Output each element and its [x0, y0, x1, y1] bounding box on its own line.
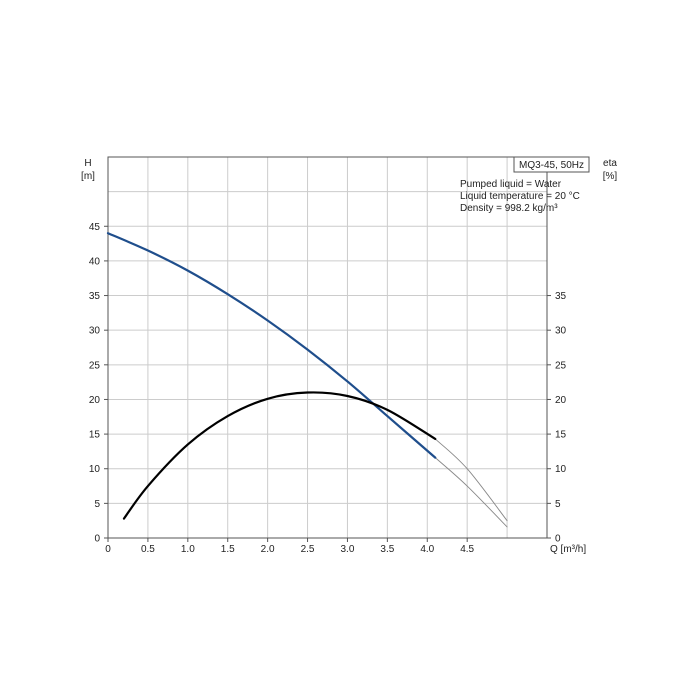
- left-axis-label: H: [84, 158, 91, 169]
- left-tick-label: 20: [89, 395, 101, 406]
- x-tick-label: 4.5: [460, 544, 474, 555]
- right-tick-label: 25: [555, 360, 567, 371]
- title-box: [513, 156, 590, 173]
- left-tick-label: 10: [89, 464, 101, 475]
- plot-frame: [107, 156, 548, 539]
- right-axis-label: eta: [603, 158, 617, 169]
- x-tick-label: 0.5: [141, 544, 155, 555]
- left-axis-unit: [m]: [81, 171, 95, 182]
- left-tick-label: 25: [89, 360, 101, 371]
- left-axis-ticks: 0 5 10 15 20 25 30 35 40 45: [89, 222, 108, 545]
- right-tick-label: 0: [555, 534, 561, 545]
- x-tick-label: 2.5: [301, 544, 315, 555]
- x-tick-label: 1.0: [181, 544, 195, 555]
- x-tick-label: 1.5: [221, 544, 235, 555]
- left-tick-label: 15: [89, 430, 101, 441]
- right-axis-unit: [%]: [603, 171, 618, 182]
- right-tick-label: 15: [555, 430, 567, 441]
- series-line-eta-extension: [434, 438, 508, 522]
- x-tick-label: 3.0: [341, 544, 355, 555]
- right-axis-ticks: 0 5 10 15 20 25 30 35: [547, 291, 567, 545]
- series-line-eta: [122, 391, 437, 520]
- x-tick-label: 2.0: [261, 544, 275, 555]
- right-tick-label: 5: [555, 499, 561, 510]
- series-layer: [106, 232, 508, 528]
- left-tick-label: 45: [89, 222, 101, 233]
- series-line-h-extension: [434, 457, 508, 528]
- x-axis-label: Q [m³/h]: [550, 544, 586, 555]
- x-tick-label: 0: [105, 544, 111, 555]
- left-tick-label: 30: [89, 326, 101, 337]
- left-tick-label: 0: [94, 534, 100, 545]
- right-tick-label: 10: [555, 464, 567, 475]
- right-tick-label: 30: [555, 326, 567, 337]
- x-tick-label: 3.5: [380, 544, 394, 555]
- info-line-pumped-liquid: Pumped liquid = Water: [460, 179, 562, 190]
- grid: [108, 157, 547, 538]
- x-tick-label: 4.0: [420, 544, 434, 555]
- info-line-density: Density = 998.2 kg/m³: [460, 203, 558, 214]
- chart-title: MQ3-45, 50Hz: [519, 160, 584, 171]
- info-line-liquid-temperature: Liquid temperature = 20 °C: [460, 191, 580, 202]
- right-tick-label: 35: [555, 291, 567, 302]
- left-tick-label: 40: [89, 256, 101, 267]
- left-tick-label: 35: [89, 291, 101, 302]
- right-tick-label: 20: [555, 395, 567, 406]
- left-tick-label: 5: [94, 499, 100, 510]
- x-axis-ticks: 0 0.5 1.0 1.5 2.0 2.5 3.0 3.5 4.0 4.5: [105, 538, 475, 555]
